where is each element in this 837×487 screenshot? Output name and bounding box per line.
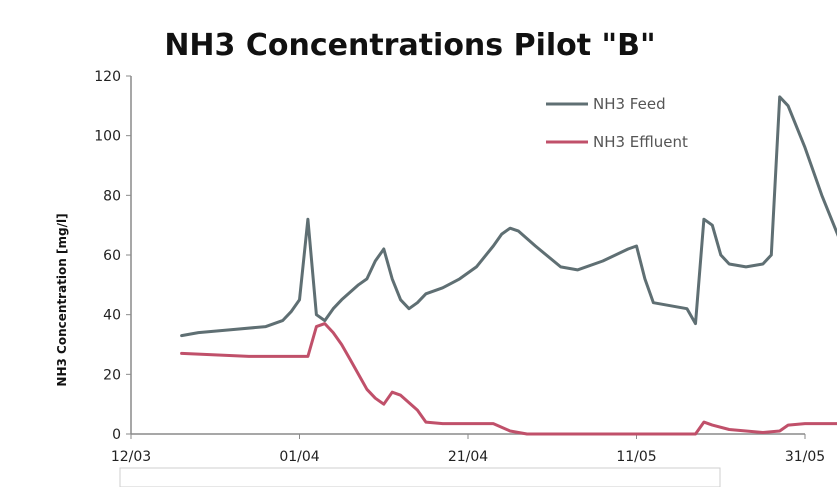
y-tick-label: 80 — [103, 188, 121, 204]
legend: NH3 Feed NH3 Effluent — [546, 95, 688, 151]
y-axis-label: NH3 Concentration [mg/l] — [55, 213, 69, 386]
series-group — [180, 95, 837, 436]
x-tick-label: 01/04 — [279, 449, 319, 465]
x-tick-label: 31/05 — [785, 449, 825, 465]
x-tick-label: 12/03 — [111, 449, 151, 465]
chart-title: NH3 Concentrations Pilot "B" — [164, 28, 655, 63]
series-line-nh3-feed — [180, 95, 837, 338]
lower-panel-edge — [119, 467, 721, 487]
x-tick-label: 11/05 — [616, 449, 656, 465]
legend-label-nh3-effluent: NH3 Effluent — [593, 133, 688, 151]
x-tick-label: 21/04 — [448, 449, 488, 465]
y-tick-label: 20 — [103, 367, 121, 383]
y-tick-label: 40 — [103, 308, 121, 324]
y-axis-ticks: 0 20 40 60 80 100 120 — [94, 69, 131, 443]
y-tick-label: 100 — [94, 129, 121, 145]
x-axis-ticks: 12/03 01/04 21/04 11/05 31/05 — [111, 434, 825, 465]
y-tick-label: 60 — [103, 248, 121, 264]
y-tick-label: 120 — [94, 69, 121, 85]
axes — [130, 76, 805, 435]
series-line-nh3-effluent — [180, 322, 837, 436]
legend-label-nh3-feed: NH3 Feed — [593, 95, 666, 113]
y-tick-label: 0 — [112, 427, 121, 443]
